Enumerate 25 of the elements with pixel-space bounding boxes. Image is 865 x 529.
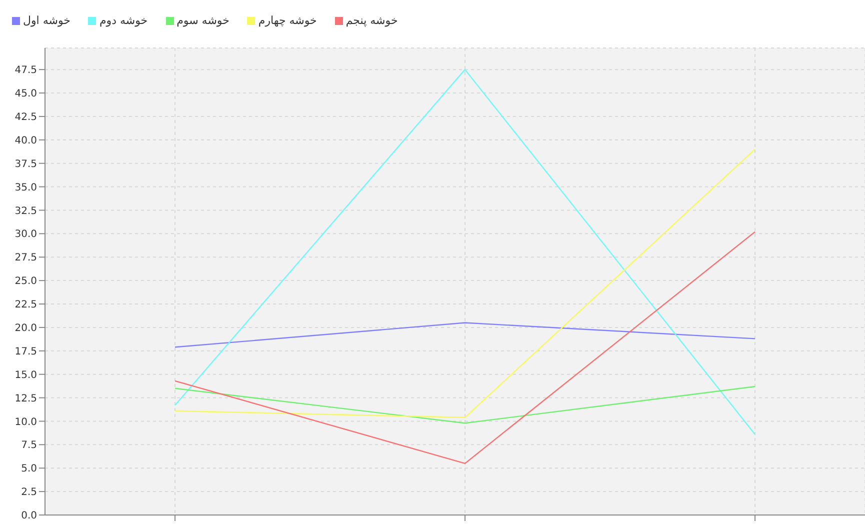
- y-tick-label: 17.5: [14, 346, 37, 358]
- y-tick-label: 45.0: [14, 88, 37, 100]
- y-tick-label: 5.0: [21, 464, 37, 475]
- y-tick-label: 7.5: [21, 440, 37, 452]
- y-tick-label: 40.0: [14, 135, 37, 146]
- y-tick-label: 27.5: [14, 252, 37, 264]
- y-tick-label: 30.0: [14, 229, 37, 240]
- y-tick-label: 20.0: [14, 323, 37, 334]
- y-tick-label: 47.5: [14, 65, 37, 76]
- legend-label: خوشه سوم: [176, 14, 230, 27]
- y-tick-label: 22.5: [14, 300, 37, 311]
- legend-label: خوشه دوم: [99, 14, 148, 27]
- y-tick-label: 35.0: [14, 182, 37, 194]
- y-tick-label: 0.0: [21, 510, 37, 522]
- y-tick-label: 42.5: [14, 112, 37, 124]
- legend-label: خوشه پنجم: [346, 14, 398, 27]
- y-tick-label: 37.5: [14, 158, 37, 170]
- y-tick-label: 2.5: [21, 487, 37, 498]
- legend-label: خوشه اول: [23, 14, 70, 27]
- y-tick-label: 15.0: [14, 370, 37, 381]
- y-tick-label: 25.0: [14, 276, 37, 288]
- legend-label: خوشه چهارم: [258, 14, 317, 27]
- y-tick-label: 12.5: [14, 393, 37, 404]
- y-tick-label: 32.5: [14, 206, 37, 217]
- y-tick-label: 10.0: [14, 416, 37, 428]
